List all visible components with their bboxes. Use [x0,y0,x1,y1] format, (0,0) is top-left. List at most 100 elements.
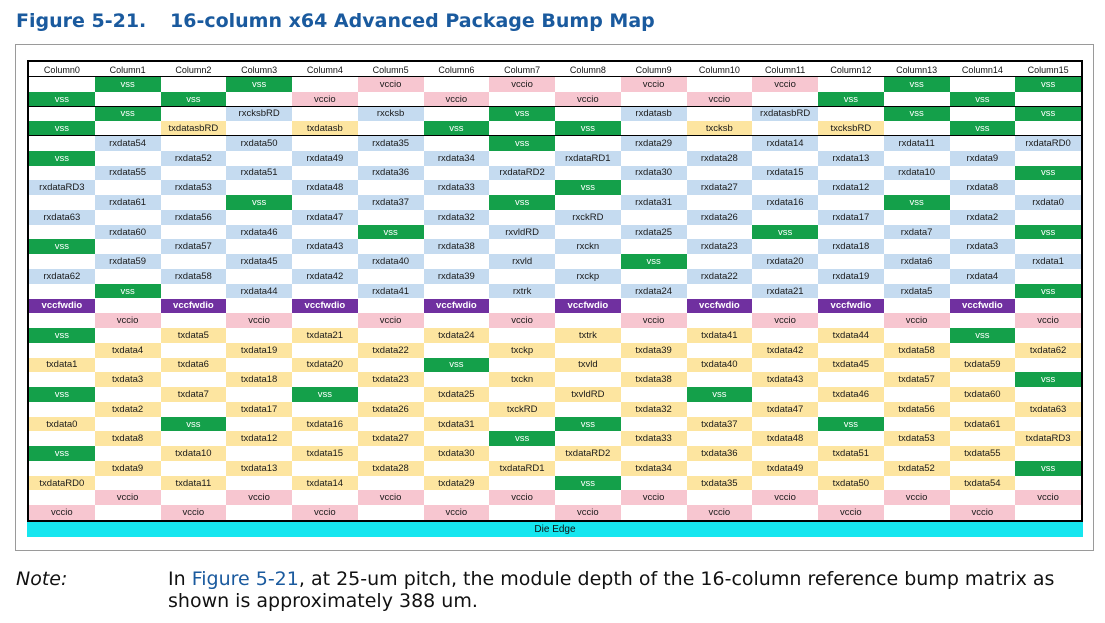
bump-cell-empty [686,283,753,299]
bump-cell: txdata60 [949,387,1016,402]
bump-cell-empty [620,268,687,284]
bump-cell-empty [818,77,884,92]
bump-cell-empty [423,283,490,299]
bump-row: vccio vccio vccio vccio vccio vccio vccio vccio [29,490,1081,506]
bump-cell-empty [1015,209,1081,225]
bump-cell-empty [752,239,818,255]
bump-cell: txdata46 [818,387,884,402]
bump-cell: vss [949,121,1016,137]
column-header: Column0 [29,62,95,77]
bump-cell: rxdata61 [94,195,161,210]
bump-cell-empty [686,254,753,269]
bump-cell: rxdata60 [94,224,161,240]
bump-cell: txckRD [489,401,555,417]
bump-cell: vccfwdio [555,298,621,314]
bump-cell-empty [29,254,95,269]
bump-cell: txdata24 [423,328,490,343]
bump-cell-empty [620,328,687,343]
bump-cell-empty [620,209,687,225]
bump-cell-empty [1015,416,1081,432]
bump-cell: vccfwdio [818,298,884,314]
bump-row: txdata0 vss txdata16 txdata31 vss txdata37 vss… [29,416,1081,432]
bump-cell-empty [1015,121,1081,137]
bump-cell: rxckp [555,268,621,284]
bump-cell-empty [423,372,490,388]
bump-cell-empty [818,313,884,329]
bump-cell-empty [357,357,424,373]
bump-cell: txdata44 [818,328,884,343]
bump-cell-empty [226,180,292,196]
column-header-row: Column0 Column1 Column2 Column3 Column4 Colum… [29,62,1081,77]
bump-cell: vccio [357,490,424,506]
bump-cell: rxvld [489,254,555,269]
bump-cell-empty [818,342,884,358]
bump-row: vss txdatasbRD txdatasb vss vss txcksb txcksbR… [29,121,1081,137]
grid-divider [29,76,1081,77]
bump-cell: vccio [423,505,490,520]
column-header: Column2 [160,62,227,77]
bump-cell: vccfwdio [949,298,1016,314]
bump-cell: rxdata37 [357,195,424,210]
bump-cell: txdataRD3 [1015,431,1081,447]
bump-cell: txdata13 [226,460,292,476]
bump-cell: rxdata36 [357,165,424,181]
bump-cell-empty [29,401,95,417]
bump-cell-empty [160,283,227,299]
bump-cell-empty [555,372,621,388]
bump-cell: rxcksbRD [226,106,292,122]
bump-cell: vccio [555,505,621,520]
bump-cell-empty [29,460,95,476]
bump-cell-empty [949,283,1016,299]
bump-cell: txdata3 [94,372,161,388]
bump-cell-empty [620,446,687,461]
bump-cell: rxdata10 [883,165,950,181]
bump-row: txdata1 txdata6 txdata20 vss txvld txdata40 tx… [29,357,1081,373]
bump-cell-empty [555,401,621,417]
bump-cell-empty [883,328,950,343]
bump-cell-empty [752,357,818,373]
bump-cell-empty [489,121,555,137]
bump-cell: vccio [686,91,753,107]
bump-cell-empty [226,239,292,255]
bump-cell-empty [686,165,753,181]
bump-cell-empty [752,328,818,343]
bump-cell-empty [555,106,621,122]
bump-cell: txvld [555,357,621,373]
bump-cell: txdata28 [357,460,424,476]
bump-row: rxdata62 rxdata58 rxdata42 rxdata39 rxckp rxd… [29,268,1081,284]
bump-cell: rxdata26 [686,209,753,225]
bump-cell-empty [226,91,292,107]
bump-cell: txdata57 [883,372,950,388]
column-header: Column4 [292,62,358,77]
bump-cell: vss [1015,283,1081,299]
bump-cell-empty [489,387,555,402]
bump-cell-empty [423,136,490,151]
bump-cell-empty [883,150,950,166]
bump-cell: txdata25 [423,387,490,402]
bump-cell: txdata31 [423,416,490,432]
bump-cell-empty [686,313,753,329]
bump-cell-empty [555,342,621,358]
bump-cell-empty [883,121,950,137]
bump-cell-empty [357,239,424,255]
bump-cell-empty [292,77,358,92]
bump-cell: rxvldRD [489,224,555,240]
bump-cell: txdatasb [292,121,358,137]
bump-cell-empty [226,209,292,225]
bump-cell-empty [883,475,950,491]
bump-cell-empty [949,313,1016,329]
bump-row: rxdata59 rxdata45 rxdata40 rxvld vss rxdata20… [29,254,1081,269]
bump-cell: rxdata30 [620,165,687,181]
bump-cell: rxdata22 [686,268,753,284]
bump-cell: rxdatasbRD [752,106,818,122]
bump-cell: txdata26 [357,401,424,417]
bump-cell-empty [357,446,424,461]
bump-cell: vss [94,106,161,122]
bump-cell-empty [423,106,490,122]
figure-link[interactable]: Figure 5-21 [191,568,299,590]
bump-cell: rxdataRD2 [489,165,555,181]
bump-cell-empty [620,180,687,196]
bump-cell-empty [160,106,227,122]
bump-cell-empty [94,475,161,491]
bump-cell: txdataRD2 [555,446,621,461]
